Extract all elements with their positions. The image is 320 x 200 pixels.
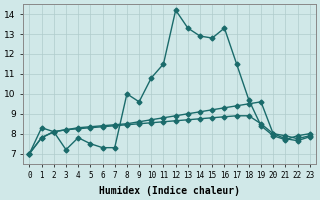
- X-axis label: Humidex (Indice chaleur): Humidex (Indice chaleur): [99, 186, 240, 196]
